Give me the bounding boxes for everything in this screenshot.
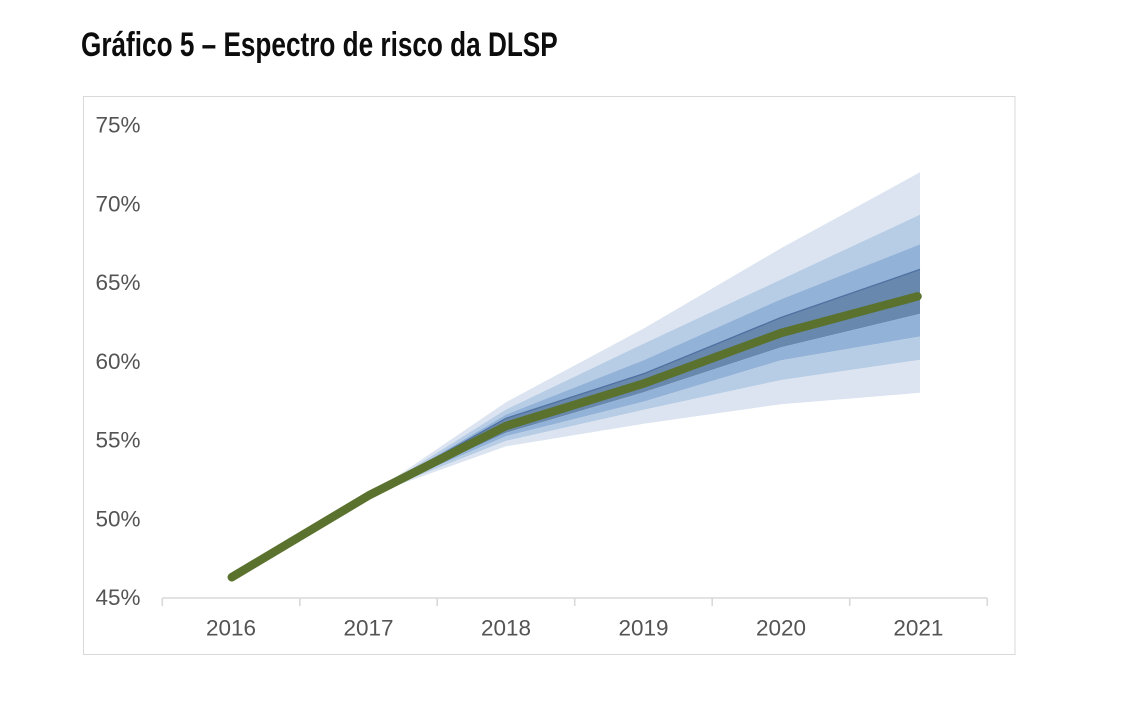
svg-text:2016: 2016 — [206, 615, 256, 640]
svg-text:50%: 50% — [95, 506, 140, 531]
svg-text:2020: 2020 — [756, 615, 806, 640]
svg-text:55%: 55% — [95, 428, 140, 453]
svg-text:2019: 2019 — [618, 615, 668, 640]
svg-text:70%: 70% — [95, 191, 140, 216]
svg-text:60%: 60% — [95, 349, 140, 374]
svg-text:65%: 65% — [95, 270, 140, 295]
svg-text:2017: 2017 — [343, 615, 393, 640]
svg-text:75%: 75% — [95, 113, 140, 138]
svg-text:45%: 45% — [95, 585, 140, 610]
svg-text:2021: 2021 — [893, 615, 943, 640]
svg-text:2018: 2018 — [481, 615, 531, 640]
